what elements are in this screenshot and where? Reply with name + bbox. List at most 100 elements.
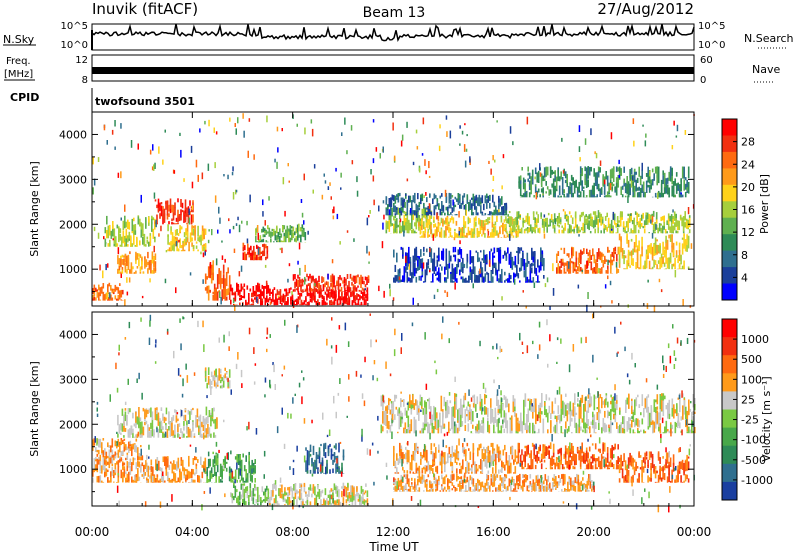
power-cell xyxy=(445,248,448,261)
power-cell xyxy=(276,240,278,243)
power-cell xyxy=(232,166,234,172)
power-cell xyxy=(614,221,616,225)
power-cell xyxy=(638,166,640,177)
velocity-cell xyxy=(245,455,247,462)
power-cell xyxy=(616,227,619,234)
power-cell xyxy=(435,195,437,199)
velocity-cell xyxy=(338,499,340,506)
power-cell xyxy=(596,267,599,274)
velocity-cell xyxy=(640,412,642,416)
power-cell xyxy=(621,194,624,198)
power-cell xyxy=(315,301,318,304)
power-cell xyxy=(265,240,268,243)
velocity-cell xyxy=(431,429,434,434)
power-cell xyxy=(594,211,597,217)
power-cell xyxy=(504,223,506,229)
power-cell xyxy=(579,157,581,162)
power-cell xyxy=(615,166,618,172)
power-cell xyxy=(478,231,480,238)
velocity-cell xyxy=(356,486,358,492)
power-cell xyxy=(332,301,334,306)
power-cell xyxy=(535,211,538,215)
velocity-cell xyxy=(191,468,193,472)
power-cell xyxy=(684,239,687,252)
power-cell xyxy=(436,212,438,220)
power-cell xyxy=(336,280,338,286)
velocity-cell xyxy=(329,495,331,505)
power-cell xyxy=(451,207,454,213)
power-cell xyxy=(512,141,514,146)
power-cell xyxy=(300,227,302,232)
velocity-cell xyxy=(162,432,164,438)
velocity-cell xyxy=(128,441,130,449)
power-cell xyxy=(654,166,657,174)
power-cell xyxy=(477,212,479,216)
velocity-cell xyxy=(335,456,337,460)
velocity-cell xyxy=(133,436,136,438)
power-cell xyxy=(671,234,673,248)
power-cell xyxy=(264,297,267,306)
power-cell xyxy=(610,259,612,264)
power-colorbar-tick-label: 4 xyxy=(741,271,748,284)
power-cell xyxy=(436,226,438,234)
power-cell xyxy=(301,278,304,287)
power-cell xyxy=(215,131,218,135)
velocity-cell xyxy=(348,498,351,503)
power-cell xyxy=(344,117,346,125)
power-cell xyxy=(126,291,129,296)
velocity-cell xyxy=(311,457,313,463)
power-cell xyxy=(361,277,364,281)
power-cell xyxy=(644,192,646,198)
velocity-cell xyxy=(461,404,464,419)
velocity-cell xyxy=(515,424,518,432)
power-cell xyxy=(539,163,541,171)
power-cell xyxy=(525,228,527,231)
power-cell xyxy=(570,193,573,198)
velocity-cell xyxy=(571,432,573,434)
velocity-cell xyxy=(664,395,666,400)
power-cell xyxy=(93,284,96,290)
power-cell xyxy=(368,261,370,264)
power-cell xyxy=(583,223,586,233)
velocity-cell xyxy=(228,478,231,482)
power-cell xyxy=(197,225,199,237)
power-cell xyxy=(589,249,591,256)
power-cell xyxy=(405,211,407,217)
power-cell xyxy=(409,212,412,216)
power-cell xyxy=(660,289,663,293)
power-cell xyxy=(599,270,602,274)
velocity-cell xyxy=(171,480,174,483)
velocity-cell xyxy=(545,394,548,399)
power-cell xyxy=(298,242,301,250)
power-cell xyxy=(610,229,613,234)
power-cell xyxy=(662,256,664,263)
velocity-cell xyxy=(208,410,211,418)
velocity-cell xyxy=(329,443,331,447)
power-cell xyxy=(534,217,536,225)
power-cell xyxy=(333,299,336,305)
power-cell xyxy=(235,189,238,193)
velocity-cell xyxy=(178,423,181,427)
power-cell xyxy=(460,249,463,259)
power-cell xyxy=(128,277,131,283)
power-cell xyxy=(201,244,204,252)
power-cell xyxy=(330,282,332,287)
power-cell xyxy=(465,204,467,213)
velocity-cell xyxy=(635,397,638,402)
velocity-cell xyxy=(228,369,231,378)
velocity-cell xyxy=(632,411,635,422)
power-cell xyxy=(252,303,255,306)
power-cell xyxy=(672,209,674,213)
power-cell xyxy=(326,302,328,305)
velocity-cell xyxy=(629,428,632,434)
velocity-cell xyxy=(181,431,184,438)
power-cell xyxy=(472,231,474,238)
power-cell xyxy=(424,226,426,230)
power-cell xyxy=(95,287,97,292)
power-cell xyxy=(344,287,346,295)
power-cell xyxy=(313,164,316,169)
power-cell xyxy=(687,166,690,179)
velocity-cell xyxy=(234,491,237,498)
power-cell xyxy=(492,189,494,192)
